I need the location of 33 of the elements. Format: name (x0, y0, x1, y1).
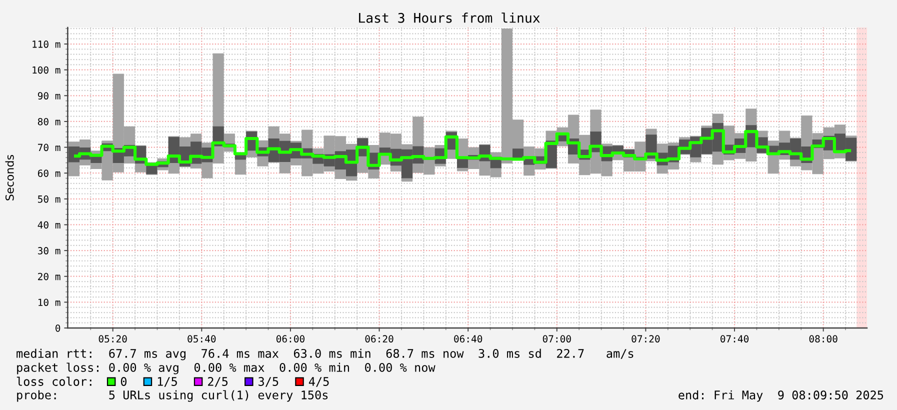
legend-label: 1/5 (158, 377, 177, 387)
legend-label: 2/5 (208, 377, 228, 387)
y-tick-label: 110 m (32, 40, 60, 48)
legend-label: 3/5 (258, 377, 278, 387)
y-tick-label: 40 m (38, 221, 60, 229)
x-tick-label: 07:40 (720, 335, 749, 343)
x-tick-label: 08:00 (809, 335, 838, 343)
text: packet loss: 0.00 % avg 0.00 % max 0.00 % min 0.00 % now (17, 362, 436, 374)
y-axis-title: Seconds (5, 154, 14, 200)
y-tick-label: 60 m (38, 170, 60, 177)
x-tick-label: 05:20 (98, 335, 127, 343)
x-tick-label: 06:00 (276, 335, 304, 343)
y-tick-label: 10 m (38, 298, 60, 306)
y-tick-label: 50 m (38, 195, 60, 203)
y-tick-label: 70 m (38, 144, 60, 152)
legend-label: 0 (120, 377, 127, 386)
legend-title: loss color: (16, 376, 92, 386)
chart-title: Last 3 Hours from linux (359, 12, 540, 23)
y-tick-label: 0 (56, 324, 60, 332)
y-tick-label: 100 m (32, 66, 60, 74)
x-tick-label: 06:40 (454, 335, 482, 343)
x-tick-label: 07:20 (632, 335, 660, 343)
y-tick-label: 20 m (38, 272, 60, 280)
x-tick-label: 05:40 (188, 335, 216, 343)
text: probe: 5 URLs using curl(1) every 150s (17, 390, 328, 402)
y-tick-label: 30 m (38, 247, 60, 254)
y-tick-label: 80 m (38, 118, 60, 126)
y-tick-label: 90 m (38, 92, 60, 100)
text: end: Fri May 9 08:09:50 2025 (678, 390, 884, 402)
legend-label: 4/5 (308, 377, 329, 387)
x-tick-label: 06:20 (365, 335, 394, 343)
x-tick-label: 07:00 (542, 335, 571, 343)
text: median rtt: 67.7 ms avg 76.4 ms max 63.0 ms min 68.7 ms now 3.0 ms sd 22.7 am/s (16, 348, 634, 360)
